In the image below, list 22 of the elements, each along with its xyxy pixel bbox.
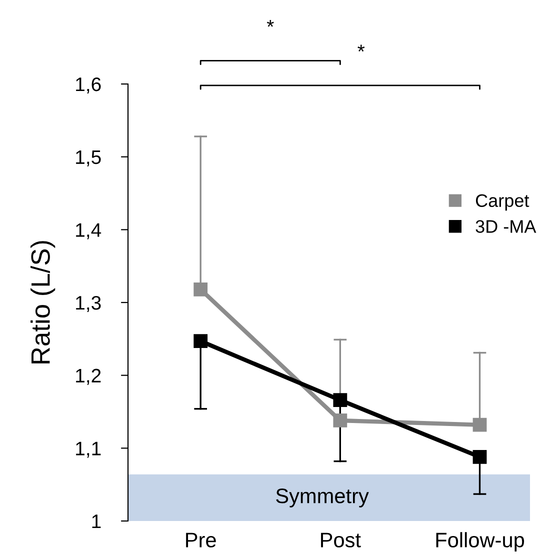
point	[333, 393, 348, 408]
y-axis-title: Ratio (L/S)	[30, 241, 56, 364]
point	[194, 334, 208, 348]
band-label: Symmetry	[276, 488, 369, 508]
text: *	[266, 20, 274, 27]
y-tick-label: 1,4	[76, 223, 102, 240]
y-tick-label: 1,6	[76, 77, 101, 94]
point	[472, 450, 487, 464]
point	[194, 282, 208, 296]
y-tick-label: 1	[92, 514, 101, 528]
y-tick-label: 1,1	[76, 442, 101, 458]
point	[333, 414, 348, 428]
legend-label: 3D -MA	[476, 220, 536, 233]
y-tick-label: 1,2	[76, 368, 101, 385]
x-tick-label: Post	[321, 532, 361, 548]
x-tick-label: Follow-up	[436, 532, 524, 552]
y-tick-label: 1,3	[76, 296, 101, 312]
x-tick-label: Pre	[186, 532, 216, 548]
y-tick-label: 1,5	[76, 150, 101, 166]
point	[472, 418, 487, 432]
text: *	[358, 44, 365, 52]
legend-label: Carpet	[476, 194, 530, 211]
